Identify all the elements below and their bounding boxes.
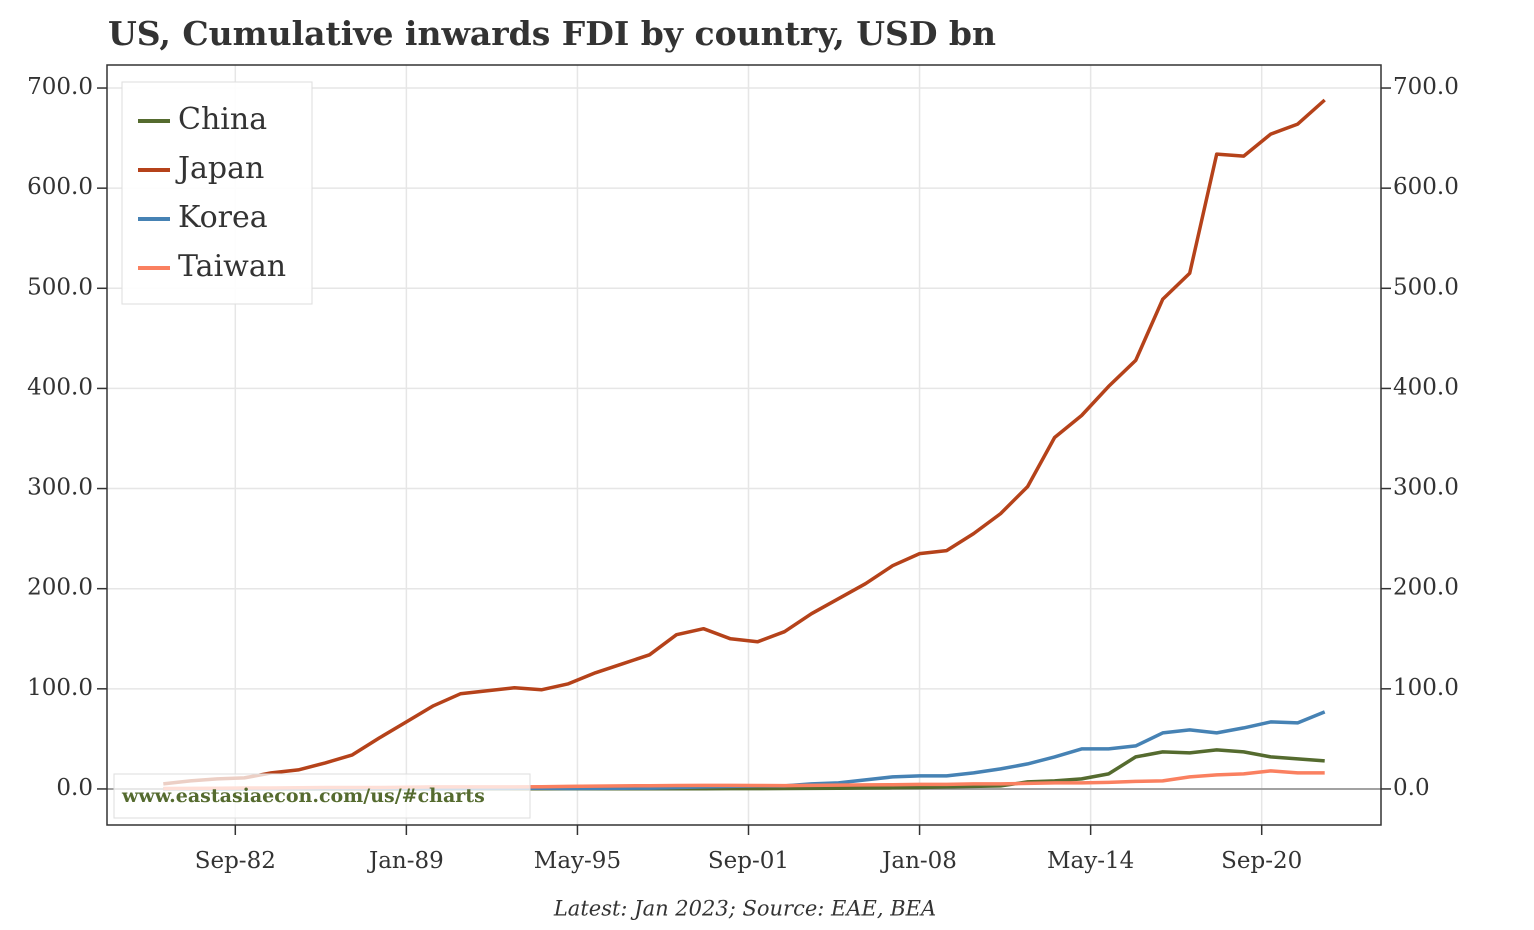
x-tick-label: Sep-82 [195, 848, 276, 874]
x-tick-label: Sep-01 [708, 848, 789, 874]
y-tick-label: 200.0 [27, 575, 93, 601]
x-tick-label: May-14 [1047, 848, 1134, 874]
y2-tick-label: 200.0 [1393, 575, 1459, 601]
legend-label: Taiwan [178, 249, 286, 284]
y-tick-label: 700.0 [27, 74, 93, 100]
y2-tick-label: 400.0 [1393, 374, 1459, 400]
y-tick-label: 500.0 [27, 274, 93, 300]
y2-tick-label: 700.0 [1393, 74, 1459, 100]
y-tick-label: 400.0 [27, 374, 93, 400]
legend-label: Korea [178, 200, 268, 235]
x-tick-label: Sep-20 [1221, 848, 1302, 874]
x-tick-label: May-95 [534, 848, 621, 874]
y2-tick-label: 500.0 [1393, 274, 1459, 300]
y-tick-label: 100.0 [27, 675, 93, 701]
watermark-box [113, 773, 531, 819]
y2-tick-label: 600.0 [1393, 174, 1459, 200]
x-tick-label: Jan-08 [880, 848, 957, 874]
series-line [163, 98, 1326, 786]
x-tick-label: Jan-89 [367, 848, 444, 874]
watermark: www.eastasiaecon.com/us/#charts [121, 785, 485, 807]
y2-tick-label: 0.0 [1393, 775, 1430, 801]
y2-tick-label: 300.0 [1393, 475, 1459, 501]
y2-tick-label: 100.0 [1393, 675, 1459, 701]
y-tick-label: 300.0 [27, 475, 93, 501]
legend-label: Japan [175, 151, 264, 186]
y-tick-label: 0.0 [56, 775, 93, 801]
plot-frame [106, 64, 1382, 826]
y-tick-label: 600.0 [27, 174, 93, 200]
chart-title: US, Cumulative inwards FDI by country, U… [108, 14, 996, 53]
footnote: Latest: Jan 2023; Source: EAE, BEA [553, 897, 936, 921]
legend-label: China [178, 102, 267, 137]
